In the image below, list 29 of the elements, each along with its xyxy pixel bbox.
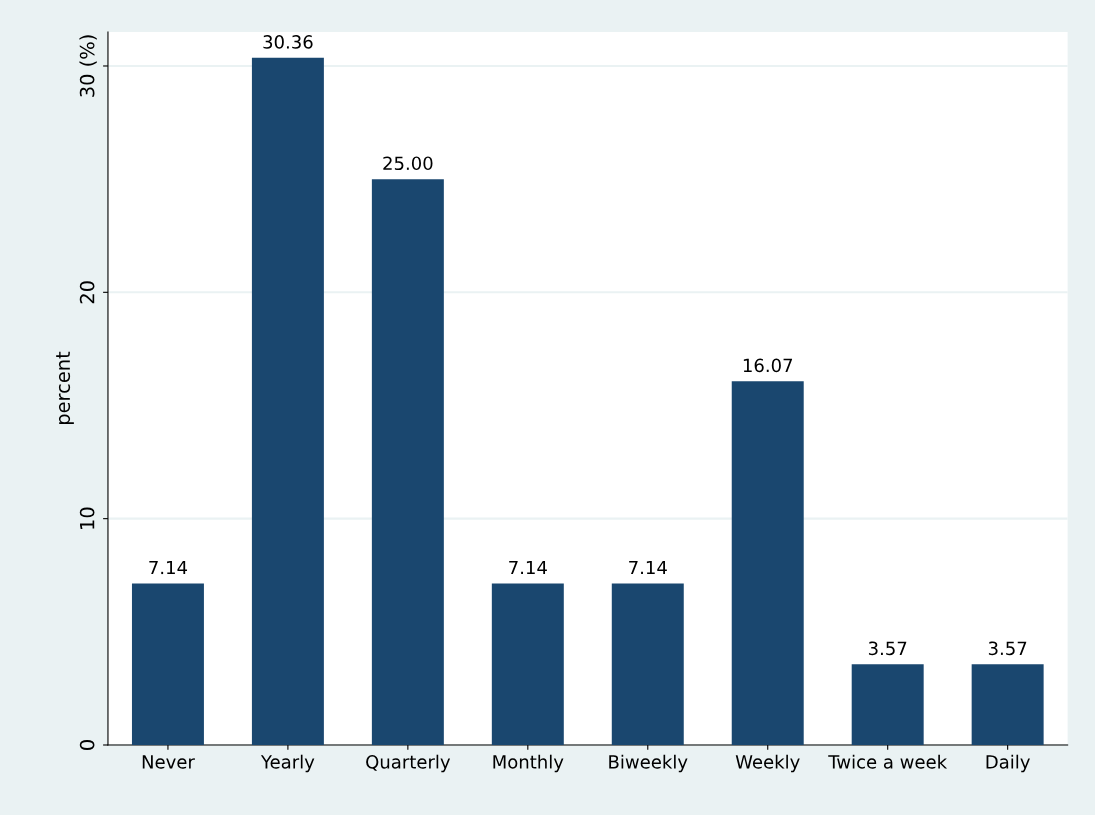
bar <box>491 583 564 745</box>
x-tick-label: Biweekly <box>609 754 688 773</box>
data-label: 25.00 <box>383 156 433 171</box>
y-tick-label: 0 <box>79 740 95 750</box>
x-tick-label: Never <box>142 755 195 769</box>
y-tick-label: 10 <box>79 507 95 529</box>
data-label: 3.57 <box>868 641 907 656</box>
y-tick-label: 30 (%) <box>79 35 97 97</box>
x-tick-label: Twice a week <box>828 754 948 769</box>
data-label: 7.14 <box>149 560 188 575</box>
x-tick-label: Yearly <box>260 754 315 773</box>
bar <box>371 179 444 745</box>
bar <box>731 381 804 745</box>
bar <box>251 57 324 745</box>
data-label: 3.57 <box>988 641 1027 656</box>
bar <box>611 583 684 745</box>
bar <box>851 664 924 745</box>
data-label: 30.36 <box>263 35 313 49</box>
data-label: 7.14 <box>629 560 667 575</box>
x-tick-label: Daily <box>986 754 1030 773</box>
data-label: 16.07 <box>743 358 793 373</box>
y-axis-title: percent <box>56 351 74 424</box>
bar <box>971 664 1044 745</box>
data-label: 7.14 <box>509 560 547 575</box>
x-tick-label: Quarterly <box>366 754 451 773</box>
y-tick-label: 20 <box>79 281 95 304</box>
bar <box>131 583 204 745</box>
x-tick-label: Weekly <box>735 754 800 773</box>
x-tick-label: Monthly <box>493 754 564 773</box>
